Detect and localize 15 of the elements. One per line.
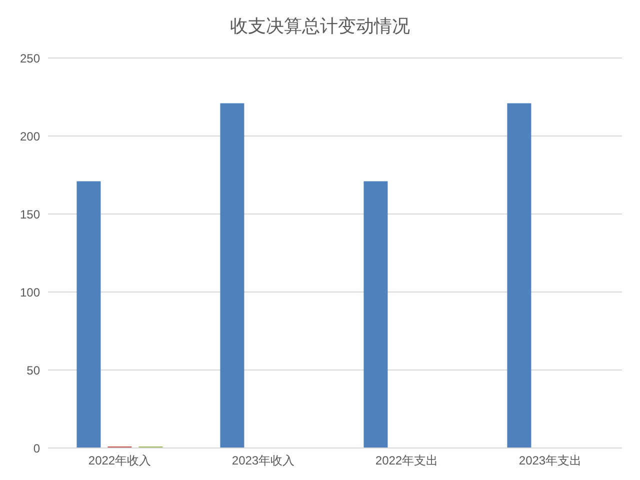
- bar: [364, 181, 388, 448]
- y-tick-label: 0: [33, 441, 40, 456]
- x-tick-label: 2023年收入: [232, 454, 295, 468]
- y-tick-label: 250: [20, 51, 40, 66]
- x-tick-label: 2023年支出: [518, 454, 582, 468]
- y-tick-label: 150: [20, 207, 40, 222]
- x-tick-label: 2022年支出: [375, 454, 438, 468]
- y-tick-label: 200: [20, 129, 40, 144]
- y-tick-label: 100: [20, 285, 40, 300]
- bar: [507, 103, 532, 448]
- bar: [220, 103, 244, 448]
- x-tick-label: 2022年收入: [88, 454, 152, 468]
- bar: [76, 181, 101, 448]
- chart-title: 收支决算总计变动情况: [229, 15, 411, 38]
- y-tick-label: 50: [26, 363, 40, 378]
